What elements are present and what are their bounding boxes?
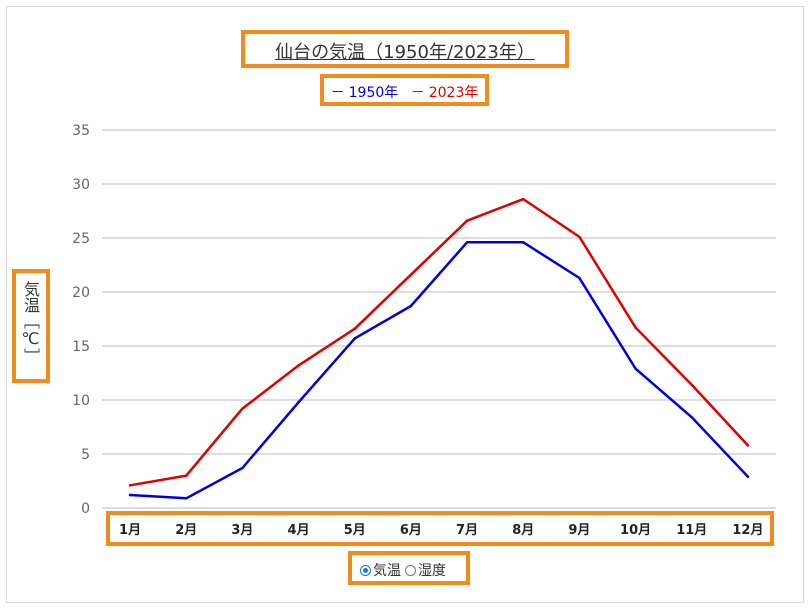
x-tick-label: 9月 — [568, 523, 590, 538]
x-tick-label: 5月 — [344, 523, 366, 538]
data-point[interactable] — [353, 327, 357, 331]
data-point[interactable] — [746, 444, 750, 447]
data-point[interactable] — [184, 496, 188, 500]
data-point[interactable] — [297, 400, 300, 404]
legend-dash-icon: － — [330, 85, 345, 101]
legend: － 1950年 － 2023年 — [324, 82, 485, 102]
x-axis-highlight: 1月 2月 3月 4月 5月 6月 7月 8月 9月 10月 11月 12月 — [106, 511, 774, 546]
chart-title: 仙台の気温（1950年/2023年） — [275, 42, 535, 63]
data-point[interactable] — [578, 235, 581, 239]
x-tick-label: 8月 — [512, 523, 534, 538]
y-tick-label: 10 — [72, 393, 90, 409]
x-tick-label: 12月 — [732, 523, 763, 538]
legend-item-1950[interactable]: － 1950年 — [329, 85, 401, 101]
data-point[interactable] — [746, 475, 750, 478]
x-tick-label: 10月 — [620, 523, 651, 538]
gridlines — [102, 129, 776, 509]
data-point[interactable] — [634, 367, 637, 370]
legend-highlight: － 1950年 － 2023年 — [320, 74, 489, 106]
y-axis-label: 気温［℃］ — [21, 281, 40, 364]
x-tick-labels: 1月 2月 3月 4月 5月 6月 7月 8月 9月 10月 11月 12月 — [119, 523, 763, 538]
legend-label: 2023年 — [428, 85, 479, 101]
x-tick-label: 11月 — [676, 523, 707, 538]
y-tick-label: 5 — [81, 447, 90, 463]
data-point[interactable] — [521, 241, 525, 244]
data-point[interactable] — [521, 197, 525, 201]
y-tick-label: 25 — [72, 231, 90, 247]
data-point[interactable] — [297, 364, 300, 367]
radio-temperature-label[interactable]: 気温 — [373, 563, 401, 579]
radio-highlight: 気温 湿度 — [348, 551, 470, 585]
radio-temperature-icon[interactable] — [360, 564, 371, 576]
x-tick-label: 2月 — [175, 523, 197, 538]
data-point[interactable] — [128, 484, 132, 487]
data-point[interactable] — [184, 474, 188, 477]
radio-humidity-icon[interactable] — [405, 564, 416, 576]
x-tick-label: 6月 — [400, 523, 422, 538]
y-axis-label-highlight: 気温［℃］ — [12, 269, 50, 383]
legend-dash-icon: － — [410, 85, 425, 101]
data-point[interactable] — [128, 493, 132, 497]
radio-humidity-label[interactable]: 湿度 — [418, 563, 446, 579]
data-point[interactable] — [241, 466, 244, 470]
y-tick-label: 20 — [72, 285, 90, 301]
series-line-1950年 — [130, 241, 749, 500]
x-tick-label: 4月 — [288, 523, 310, 538]
series-line-2023年 — [129, 197, 749, 487]
title-highlight: 仙台の気温（1950年/2023年） — [241, 30, 569, 68]
data-point[interactable] — [353, 337, 357, 340]
series-lines — [128, 197, 750, 500]
data-point[interactable] — [578, 276, 581, 280]
data-point[interactable] — [465, 219, 469, 223]
y-tick-label: 0 — [81, 501, 90, 517]
y-tick-label: 30 — [72, 177, 90, 193]
legend-item-2023[interactable]: － 2023年 — [409, 85, 481, 101]
x-tick-label: 7月 — [456, 523, 478, 538]
y-tick-label: 15 — [72, 339, 90, 355]
data-point[interactable] — [690, 383, 694, 387]
data-point[interactable] — [409, 304, 413, 308]
x-tick-label: 3月 — [231, 523, 253, 538]
legend-label: 1950年 — [348, 85, 399, 101]
data-point[interactable] — [409, 273, 413, 277]
data-point[interactable] — [465, 241, 469, 244]
y-tick-labels: 0 5 10 15 20 25 30 35 — [72, 123, 90, 517]
x-tick-label: 1月 — [119, 523, 141, 538]
y-tick-label: 35 — [72, 123, 90, 139]
data-point[interactable] — [690, 415, 694, 419]
data-point[interactable] — [634, 326, 637, 329]
metric-radio-group: 気温 湿度 — [360, 560, 450, 580]
data-point[interactable] — [241, 407, 244, 410]
